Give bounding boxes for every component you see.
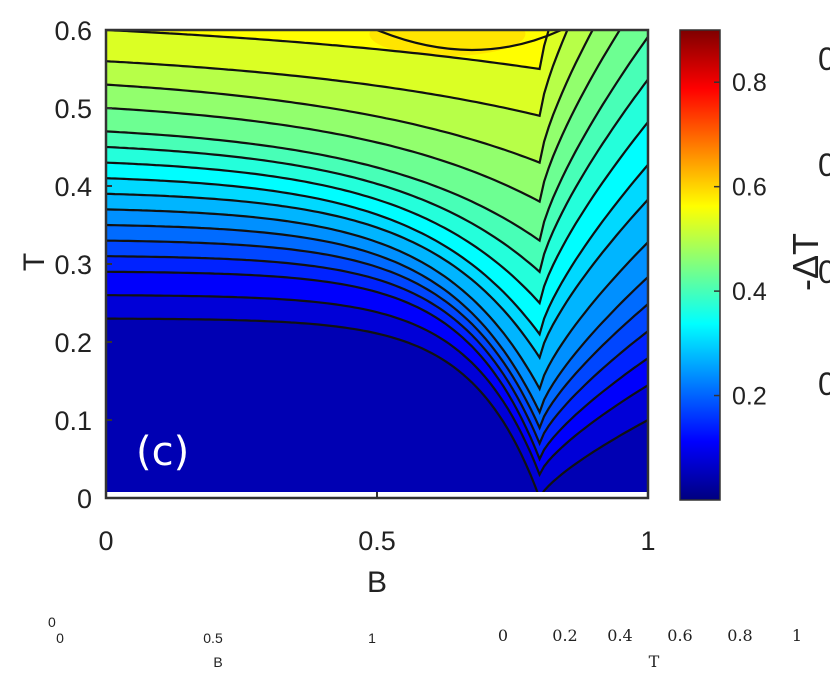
- x-tick-label: 0.5: [358, 526, 396, 556]
- stray-label-1: 0: [818, 41, 830, 77]
- colorbar-tick-label: 0.6: [732, 174, 767, 202]
- y-tick-label: 0.1: [54, 406, 92, 436]
- contour-line: [106, 239, 648, 431]
- stray-label-2: 0: [818, 147, 830, 183]
- colorbar-tick-label: 0.8: [732, 69, 767, 97]
- contour-line: [106, 192, 648, 361]
- x-tick-label: 1: [640, 526, 655, 556]
- partial-t-tick-label: 0.2: [552, 626, 577, 645]
- partial-y-tick-0: 0: [48, 614, 56, 630]
- contour-line: [106, 163, 648, 337]
- y-tick-label: 0.4: [54, 172, 92, 202]
- contour-line: [106, 30, 622, 204]
- contour-band: [106, 318, 648, 498]
- y-tick-label: 0: [77, 484, 92, 514]
- x-axis-ticks: 0 0.5 1: [98, 492, 656, 556]
- y-tick-label: 0.2: [54, 328, 92, 358]
- stray-label-4: 0: [818, 366, 830, 402]
- adjacent-panel-fragments: 0 0 0 0: [818, 41, 830, 402]
- colorbar: 0.2 0.4 0.6 0.8 -ΔT: [679, 29, 826, 501]
- partial-x-title-t: T: [649, 652, 660, 671]
- contour-lines: [106, 30, 648, 498]
- colorbar-label: -ΔT: [785, 233, 826, 291]
- contour-plot-area: (c): [104, 28, 650, 500]
- partial-lower-axes: 0 0 0.5 1 B 0 0.2 0.4 0.6 0.8 1 T: [48, 614, 802, 671]
- y-tick-label: 0.5: [54, 94, 92, 124]
- partial-t-tick-label: 1: [792, 626, 802, 645]
- panel-label: (c): [136, 429, 189, 475]
- contour-line: [106, 294, 648, 478]
- partial-t-tick-label: 0.4: [607, 626, 632, 645]
- contour-line: [106, 270, 648, 462]
- partial-t-tick-label: 0: [498, 626, 508, 645]
- partial-t-tick-label: 0.8: [727, 626, 752, 645]
- contour-line: [376, 30, 562, 52]
- y-tick-label: 0.3: [54, 250, 92, 280]
- colorbar-tick-label: 0.2: [732, 383, 767, 411]
- stray-label-3: 0: [818, 254, 830, 290]
- contour-line: [106, 121, 648, 306]
- colorbar-tick-label: 0.4: [732, 278, 767, 306]
- contour-line: [106, 78, 648, 274]
- partial-x-tick-0: 0: [56, 630, 64, 646]
- colorbar-ticks: 0.2 0.4 0.6 0.8: [714, 69, 767, 411]
- contour-line: [106, 255, 648, 447]
- contour-line: [106, 30, 569, 118]
- colorbar-gradient: [679, 29, 721, 501]
- partial-x-tick-1: 0.5: [203, 630, 223, 646]
- partial-x-tick-2: 1: [368, 630, 376, 646]
- y-tick-label: 0.6: [54, 16, 92, 46]
- partial-x-title-b: B: [213, 654, 222, 670]
- contour-line: [106, 223, 648, 416]
- partial-t-axis-ticks: 0 0.2 0.4 0.6 0.8 1: [498, 626, 802, 645]
- contour-line: [106, 30, 594, 165]
- x-tick-label: 0: [98, 526, 113, 556]
- contour-line: [106, 36, 648, 243]
- x-axis-title: B: [367, 566, 387, 599]
- y-axis-ticks: 0 0.1 0.2 0.3 0.4 0.5 0.6: [54, 16, 112, 514]
- y-axis-title: T: [18, 253, 51, 271]
- contour-line: [106, 208, 648, 392]
- contour-line: [106, 30, 550, 71]
- contour-line: [106, 317, 648, 498]
- partial-t-tick-label: 0.6: [667, 626, 692, 645]
